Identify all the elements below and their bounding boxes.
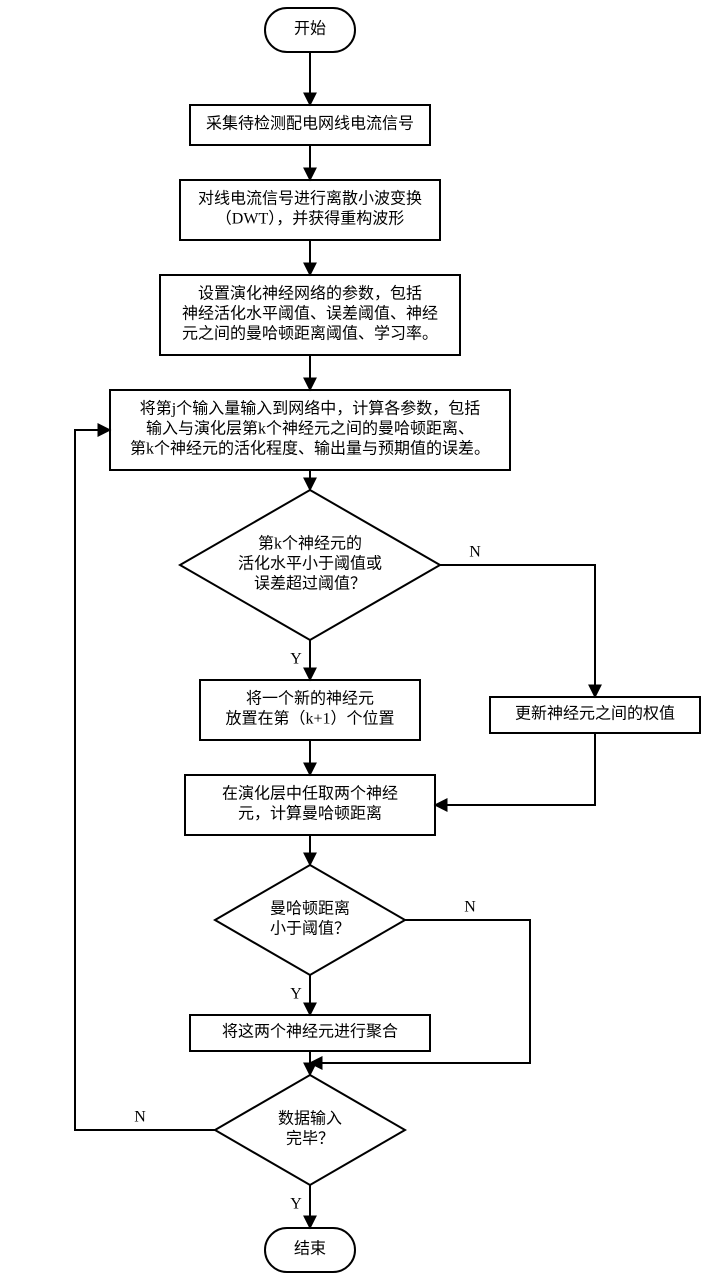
- svg-text:采集待检测配电网线电流信号: 采集待检测配电网线电流信号: [206, 115, 414, 133]
- svg-text:曼哈顿距离: 曼哈顿距离: [270, 900, 350, 918]
- svg-text:小于阈值？: 小于阈值？: [270, 920, 350, 938]
- svg-text:设置演化神经网络的参数，包括: 设置演化神经网络的参数，包括: [198, 284, 422, 303]
- svg-text:元之间的曼哈顿距离阈值、学习率。: 元之间的曼哈顿距离阈值、学习率。: [182, 325, 438, 343]
- svg-text:放置在第（k+1）个位置: 放置在第（k+1）个位置: [225, 710, 394, 728]
- svg-text:更新神经元之间的权值: 更新神经元之间的权值: [515, 705, 675, 723]
- svg-text:神经活化水平阈值、误差阈值、神经: 神经活化水平阈值、误差阈值、神经: [182, 305, 438, 323]
- svg-text:将一个新的神经元: 将一个新的神经元: [246, 690, 374, 708]
- label-d2_y: Y: [290, 986, 302, 1003]
- svg-text:将这两个神经元进行聚合: 将这两个神经元进行聚合: [222, 1023, 398, 1041]
- svg-text:完毕？: 完毕？: [286, 1130, 334, 1148]
- svg-text:数据输入: 数据输入: [278, 1110, 342, 1128]
- svg-text:开始: 开始: [294, 20, 326, 38]
- label-d1_n: N: [469, 544, 481, 561]
- svg-text:元，计算曼哈顿距离: 元，计算曼哈顿距离: [238, 804, 382, 823]
- svg-text:输入与演化层第k个神经元之间的曼哈顿距离、: 输入与演化层第k个神经元之间的曼哈顿距离、: [146, 420, 474, 438]
- svg-text:第k个神经元的活化程度、输出量与预期值的误差。: 第k个神经元的活化程度、输出量与预期值的误差。: [130, 440, 490, 458]
- svg-text:对线电流信号进行离散小波变换: 对线电流信号进行离散小波变换: [198, 190, 422, 208]
- svg-text:第k个神经元的: 第k个神经元的: [258, 535, 362, 553]
- svg-text:（DWT），并获得重构波形: （DWT），并获得重构波形: [216, 210, 404, 228]
- label-d2_n: N: [464, 899, 476, 916]
- label-d1_y: Y: [290, 651, 302, 668]
- label-d3_y: Y: [290, 1196, 302, 1213]
- svg-text:活化水平小于阈值或: 活化水平小于阈值或: [238, 555, 382, 573]
- svg-text:误差超过阈值？: 误差超过阈值？: [254, 575, 366, 593]
- label-d3_n: N: [134, 1109, 146, 1126]
- svg-text:将第j个输入量输入到网络中，计算各参数，包括: 将第j个输入量输入到网络中，计算各参数，包括: [140, 399, 480, 418]
- svg-text:在演化层中任取两个神经: 在演化层中任取两个神经: [222, 785, 398, 803]
- svg-text:结束: 结束: [294, 1240, 326, 1258]
